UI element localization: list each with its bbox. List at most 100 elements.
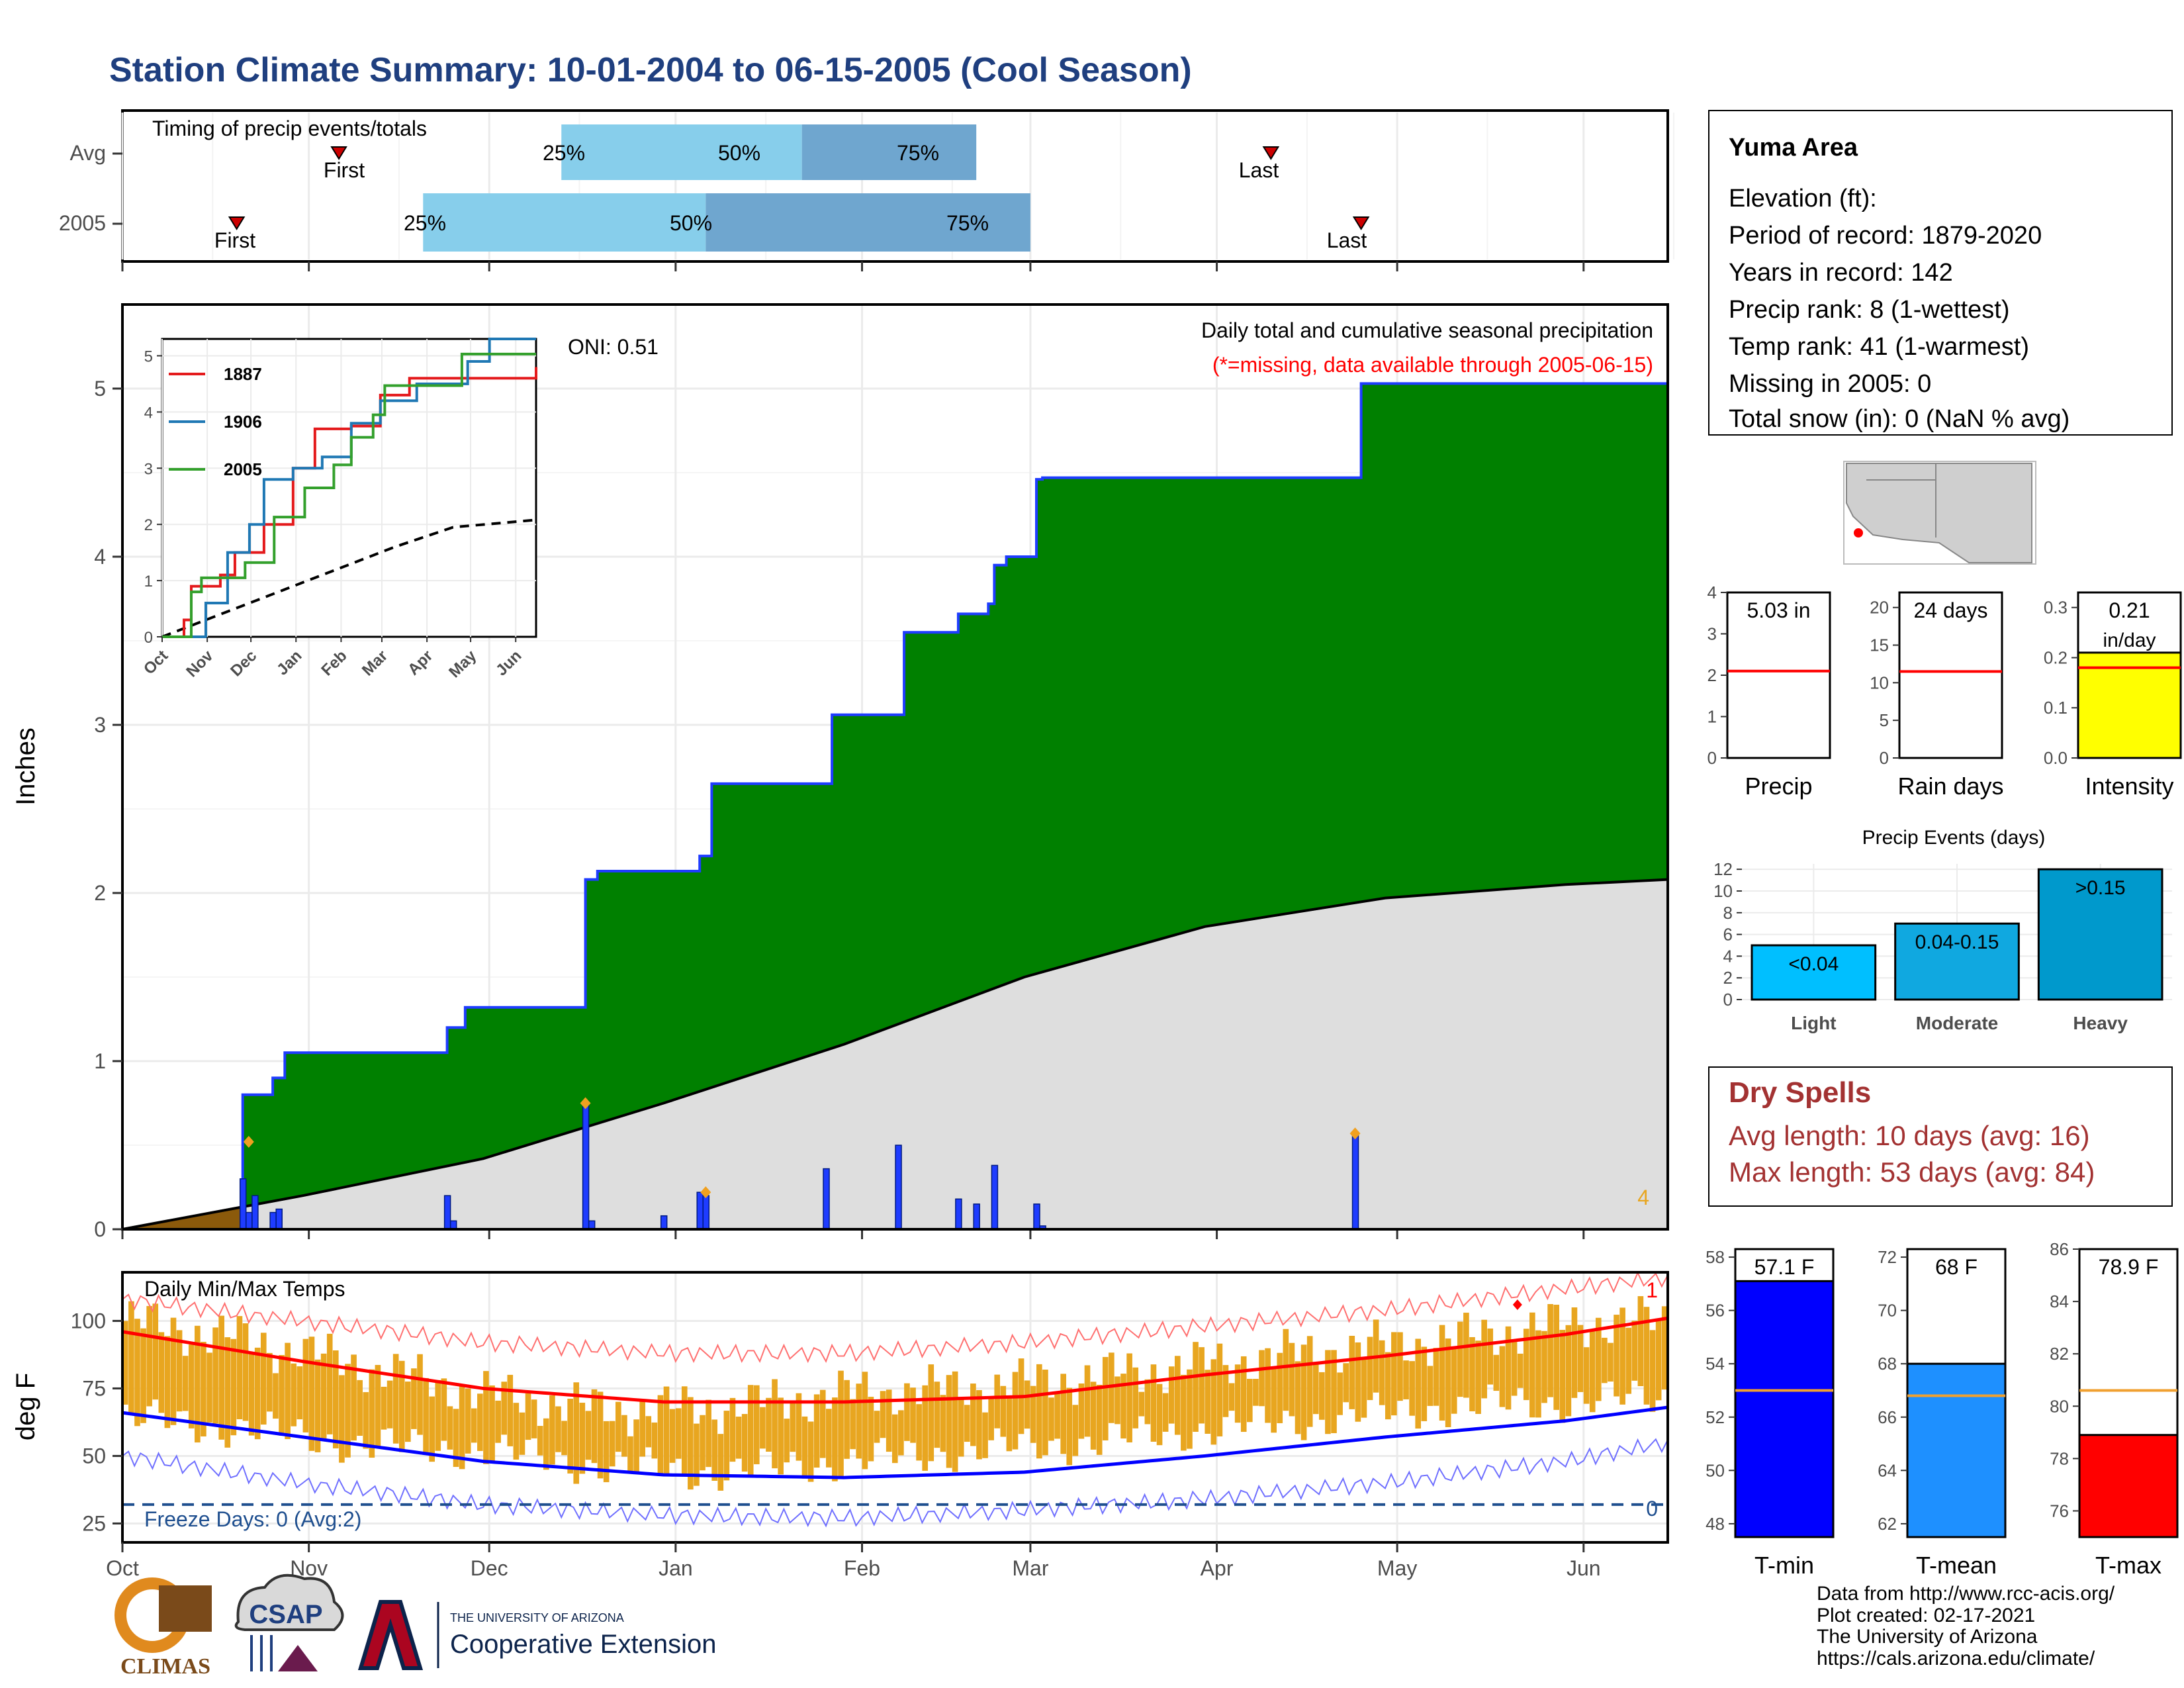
average-cumulative-line (122, 878, 1668, 1231)
dry-spells-title: Dry Spells (1729, 1076, 1871, 1109)
daily-temp-range-bar (1210, 1359, 1217, 1445)
t-min-chart-ytick-label: 58 (1706, 1247, 1725, 1267)
daily-temp-range-bar (657, 1395, 664, 1476)
daily-temp-range-bar (1559, 1329, 1566, 1423)
daily-temp-range-bar (483, 1371, 489, 1464)
daily-temp-range-bar (819, 1389, 826, 1458)
daily-temp-range-bar (279, 1354, 285, 1436)
temp-ytick-label: 75 (82, 1376, 106, 1400)
daily-temp-range-bar (1228, 1383, 1235, 1411)
events-category-label: Heavy (2073, 1013, 2128, 1033)
daily-temp-range-bar (1614, 1315, 1619, 1397)
daily-precip-bar (1033, 1203, 1040, 1230)
daily-temp-range-bar (958, 1399, 964, 1457)
daily-temp-range-bar (645, 1416, 652, 1448)
daily-temp-range-bar (158, 1332, 165, 1413)
daily-precip-bar (275, 1208, 283, 1230)
daily-temp-range-bar (501, 1382, 508, 1435)
daily-temp-range-bar (218, 1315, 225, 1440)
daily-temp-range-bar (1216, 1343, 1223, 1436)
daily-temp-range-bar (891, 1414, 898, 1464)
daily-temp-range-bar (188, 1344, 195, 1429)
daily-temp-range-bar (639, 1400, 645, 1457)
inset-ytick-label: 0 (144, 629, 153, 647)
daily-temp-range-bar (201, 1342, 206, 1436)
inset-legend: 1887 1906 2005 (169, 364, 262, 479)
daily-temp-range-bar (1060, 1374, 1066, 1454)
daily-temp-range-bar (1109, 1352, 1115, 1423)
daily-temp-range-bar (729, 1397, 736, 1462)
daily-temp-range-bar (525, 1393, 531, 1440)
daily-temp-range-bar (1415, 1338, 1422, 1429)
daily-temp-range-bar (1036, 1364, 1042, 1459)
avg-p50-label: 50% (718, 141, 760, 165)
daily-temp-range-bar (1421, 1346, 1428, 1421)
daily-temp-range-bar (1595, 1317, 1602, 1401)
daily-precip-bar (895, 1145, 902, 1230)
events-bar-light (1751, 944, 1877, 1001)
station-info-box: Yuma Area Elevation (ft): Period of reco… (1708, 110, 2173, 436)
daily-temp-range-bar (1487, 1328, 1494, 1385)
state-borders (1866, 463, 1936, 538)
daily-temp-range-bar (248, 1352, 255, 1436)
intensity-chart-bar (2077, 651, 2182, 759)
daily-temp-range-bar (260, 1333, 267, 1425)
events-ytick-label: 6 (1723, 925, 1733, 945)
t-max-chart-bar (2078, 1434, 2179, 1538)
daily-temp-range-bar (326, 1333, 333, 1434)
month-label: Feb (844, 1556, 880, 1580)
daily-temp-range-bar (1078, 1383, 1085, 1439)
ua-small-text: THE UNIVERSITY OF ARIZONA (450, 1611, 624, 1624)
rain-days-chart-ytick-label: 15 (1870, 635, 1889, 655)
daily-temp-range-bar (242, 1323, 249, 1421)
t-min-chart-ytick-label: 54 (1706, 1354, 1725, 1374)
t-mean-chart-ytick-label: 64 (1878, 1460, 1897, 1480)
daily-temp-range-bar (285, 1342, 291, 1440)
precip-total-chart-value-label: 5.03 in (1747, 598, 1810, 622)
daily-temp-range-bar (621, 1415, 627, 1457)
daily-temp-range-bar (952, 1371, 958, 1472)
daily-temp-range-bar (964, 1405, 970, 1442)
daily-temp-range-bar (1138, 1391, 1145, 1417)
daily-temp-range-bar (886, 1389, 892, 1452)
extreme-count: 4 (1637, 1186, 1649, 1209)
daily-temp-range-bar (778, 1397, 784, 1475)
daily-precip-bar (696, 1192, 704, 1230)
daily-temp-range-bar (934, 1382, 940, 1448)
t-max-chart-ytick-label: 82 (2050, 1344, 2069, 1364)
t-max-chart-ytick-label: 86 (2050, 1239, 2069, 1259)
events-ytick-label: 2 (1723, 968, 1733, 988)
daily-temp-range-bar (928, 1364, 934, 1462)
daily-temp-range-bar (813, 1394, 820, 1468)
daily-temp-range-bar (1481, 1319, 1487, 1399)
daily-temp-range-bar (236, 1316, 243, 1419)
daily-temp-range-bar (195, 1325, 201, 1443)
daily-temp-range-bar (224, 1337, 231, 1448)
daily-temp-range-bar (387, 1380, 393, 1429)
daily-temp-range-bar (1547, 1304, 1553, 1397)
freeze-record-count: 0 (1646, 1497, 1658, 1521)
events-category-label: Moderate (1916, 1013, 1998, 1033)
state-shape (1846, 463, 2032, 563)
month-label: May (1377, 1556, 1417, 1580)
daily-temp-range-bar (314, 1359, 321, 1452)
t-min-chart-ytick-label: 50 (1706, 1460, 1725, 1480)
temp-ytick-label: 50 (82, 1444, 106, 1468)
daily-temp-range-bar (976, 1390, 982, 1460)
temp-panel-frame (121, 1271, 1669, 1544)
t-mean-chart-title: T-mean (1916, 1552, 1997, 1579)
daily-temp-range-bar (453, 1409, 459, 1467)
rain-days-chart-ytick-label: 10 (1870, 673, 1889, 692)
t-min-chart-bar (1734, 1280, 1835, 1538)
credits: Data from http://www.rcc-acis.org/ Plot … (1817, 1583, 2115, 1669)
daily-temp-range-bar (1156, 1383, 1163, 1446)
daily-temp-range-bar (176, 1330, 183, 1412)
daily-temp-range-bar (561, 1421, 567, 1456)
intensity-chart-value-label: 0.21 (2109, 598, 2150, 622)
daily-precip-bar (973, 1203, 980, 1230)
daily-temp-range-bar (922, 1385, 929, 1471)
daily-temp-range-bar (152, 1303, 159, 1400)
daily-temp-range-bar (1511, 1340, 1518, 1396)
avg-first-label: First (324, 158, 365, 182)
daily-temp-range-bar (573, 1382, 580, 1484)
